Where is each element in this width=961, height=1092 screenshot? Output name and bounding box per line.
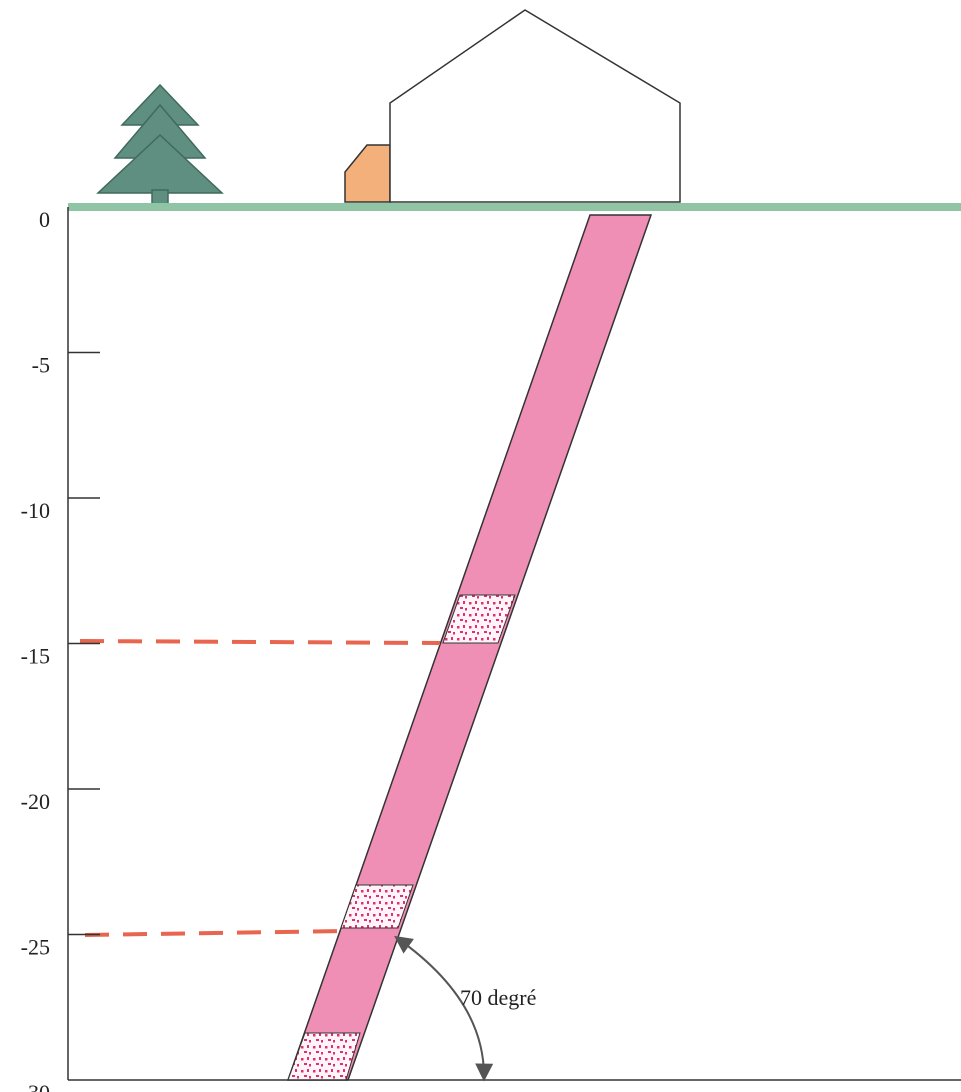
depth-label: -30 <box>21 1080 50 1092</box>
depth-label: -10 <box>21 498 50 523</box>
depth-label: 0 <box>39 207 50 232</box>
house <box>390 10 680 202</box>
depth-label: -5 <box>32 353 50 378</box>
level-line <box>80 641 440 643</box>
shed <box>345 145 390 202</box>
cross-section: 70 degré 0 -5 -10 -15 -20 -25 -30 <box>0 0 961 1092</box>
depth-label: -25 <box>21 935 50 960</box>
depth-label: -15 <box>21 644 50 669</box>
angle-label: 70 degré <box>460 985 536 1010</box>
vein <box>288 215 651 1080</box>
level-line <box>85 931 345 935</box>
tree <box>98 85 222 208</box>
depth-label: -20 <box>21 789 50 814</box>
